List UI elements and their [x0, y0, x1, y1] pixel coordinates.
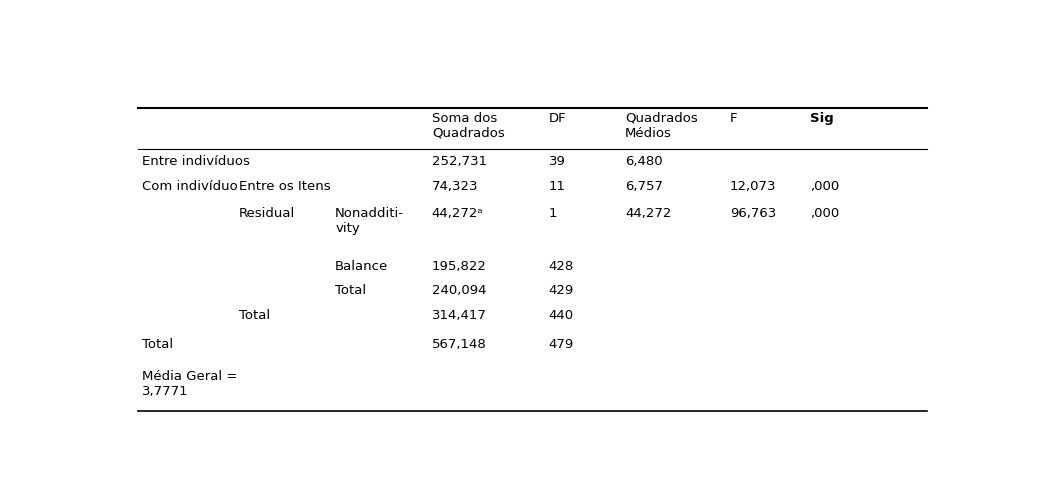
Text: 6,480: 6,480 [625, 155, 663, 168]
Text: 479: 479 [549, 338, 574, 351]
Text: 74,323: 74,323 [432, 180, 478, 193]
Text: Entre os Itens: Entre os Itens [239, 180, 330, 193]
Text: 44,272ᵃ: 44,272ᵃ [432, 207, 483, 220]
Text: 440: 440 [549, 309, 574, 322]
Text: Com indivíduo: Com indivíduo [142, 180, 238, 193]
Text: Balance: Balance [336, 259, 389, 272]
Text: 6,757: 6,757 [625, 180, 663, 193]
Text: 567,148: 567,148 [432, 338, 486, 351]
Text: 11: 11 [549, 180, 565, 193]
Text: Nonadditi-
vity: Nonadditi- vity [336, 207, 404, 235]
Text: 429: 429 [549, 284, 574, 297]
Text: Soma dos
Quadrados: Soma dos Quadrados [432, 112, 505, 140]
Text: 428: 428 [549, 259, 574, 272]
Text: Total: Total [142, 338, 174, 351]
Text: F: F [729, 112, 738, 125]
Text: 44,272: 44,272 [625, 207, 671, 220]
Text: Residual: Residual [239, 207, 295, 220]
Text: Quadrados
Médios: Quadrados Médios [625, 112, 698, 140]
Text: ,000: ,000 [810, 180, 840, 193]
Text: Sig: Sig [810, 112, 834, 125]
Text: Total: Total [239, 309, 270, 322]
Text: 1: 1 [549, 207, 557, 220]
Text: 195,822: 195,822 [432, 259, 486, 272]
Text: 252,731: 252,731 [432, 155, 487, 168]
Text: ,000: ,000 [810, 207, 840, 220]
Text: DF: DF [549, 112, 566, 125]
Text: Entre indivíduos: Entre indivíduos [142, 155, 249, 168]
Text: 240,094: 240,094 [432, 284, 486, 297]
Text: 96,763: 96,763 [729, 207, 776, 220]
Text: Média Geral =
3,7771: Média Geral = 3,7771 [142, 370, 237, 398]
Text: 12,073: 12,073 [729, 180, 776, 193]
Text: 39: 39 [549, 155, 565, 168]
Text: Total: Total [336, 284, 367, 297]
Text: 314,417: 314,417 [432, 309, 486, 322]
